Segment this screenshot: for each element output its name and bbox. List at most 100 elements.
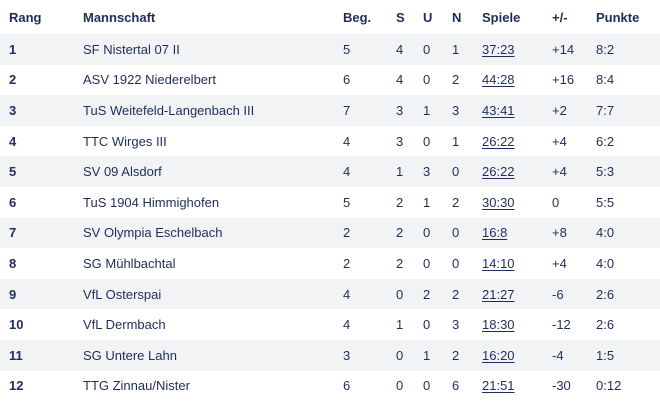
cell-u: 3 xyxy=(423,156,452,187)
cell-punkte: 5:3 xyxy=(596,156,660,187)
spiele-link[interactable]: 16:8 xyxy=(482,225,508,241)
cell-beg: 5 xyxy=(343,186,396,218)
cell-rang: 12 xyxy=(0,370,83,402)
spiele-link[interactable]: 21:51 xyxy=(482,378,515,394)
cell-diff: 0 xyxy=(552,186,596,218)
spiele-link[interactable]: 43:41 xyxy=(482,102,515,118)
cell-team: VfL Dermbach xyxy=(83,309,343,340)
spiele-link[interactable]: 37:23 xyxy=(482,41,515,57)
cell-diff: +8 xyxy=(552,217,596,249)
table-row: 2 ASV 1922 Niederelbert 6 4 0 2 44:28 +16 8:4 xyxy=(0,64,660,96)
cell-u: 0 xyxy=(423,248,452,279)
spiele-link[interactable]: 30:30 xyxy=(482,194,515,210)
spiele-link[interactable]: 26:22 xyxy=(482,133,515,149)
cell-punkte: 6:2 xyxy=(596,125,660,157)
spiele-link[interactable]: 18:30 xyxy=(482,317,515,333)
cell-spiele: 16:8 xyxy=(482,217,552,249)
header-beg: Beg. xyxy=(343,9,372,25)
cell-beg: 2 xyxy=(343,248,396,279)
spiele-link[interactable]: 16:20 xyxy=(482,347,515,363)
cell-n: 2 xyxy=(452,278,482,310)
spiele-link[interactable]: 44:28 xyxy=(482,72,515,88)
cell-team: TTG Zinnau/Nister xyxy=(83,370,343,402)
cell-s: 1 xyxy=(396,156,423,187)
table-row: 8 SG Mühlbachtal 2 2 0 0 14:10 +4 4:0 xyxy=(0,248,660,279)
cell-u: 1 xyxy=(423,339,452,371)
cell-s: 2 xyxy=(396,248,423,279)
cell-beg: 4 xyxy=(343,278,396,310)
header-u: U xyxy=(423,9,433,25)
cell-n: 0 xyxy=(452,248,482,279)
cell-diff: +4 xyxy=(552,156,596,187)
cell-spiele: 30:30 xyxy=(482,186,552,218)
cell-spiele: 18:30 xyxy=(482,309,552,340)
cell-beg: 7 xyxy=(343,95,396,126)
cell-n: 1 xyxy=(452,34,482,65)
cell-s: 0 xyxy=(396,278,423,310)
table-row: 5 SV 09 Alsdorf 4 1 3 0 26:22 +4 5:3 xyxy=(0,156,660,187)
cell-punkte: 5:5 xyxy=(596,186,660,218)
cell-s: 0 xyxy=(396,339,423,371)
header-punkte: Punkte xyxy=(596,9,640,25)
cell-rang: 10 xyxy=(0,309,83,340)
cell-u: 1 xyxy=(423,186,452,218)
cell-n: 2 xyxy=(452,186,482,218)
standings-table: Rang Mannschaft Beg. S U N Spiele +/- Pu… xyxy=(0,0,660,402)
cell-rang: 6 xyxy=(0,186,83,218)
cell-team: TuS Weitefeld-Langenbach III xyxy=(83,95,343,126)
header-n: N xyxy=(452,9,462,25)
cell-diff: +2 xyxy=(552,95,596,126)
cell-beg: 4 xyxy=(343,156,396,187)
cell-u: 0 xyxy=(423,34,452,65)
table-row: 7 SV Olympia Eschelbach 2 2 0 0 16:8 +8 4:0 xyxy=(0,217,660,249)
cell-team: SG Mühlbachtal xyxy=(83,248,343,279)
cell-team: TTC Wirges III xyxy=(83,125,343,157)
header-mannschaft: Mannschaft xyxy=(83,9,156,25)
cell-rang: 11 xyxy=(0,339,83,371)
cell-beg: 6 xyxy=(343,64,396,96)
cell-punkte: 0:12 xyxy=(596,370,660,402)
cell-spiele: 21:27 xyxy=(482,278,552,310)
cell-u: 1 xyxy=(423,95,452,126)
cell-s: 1 xyxy=(396,309,423,340)
cell-rang: 5 xyxy=(0,156,83,187)
spiele-link[interactable]: 26:22 xyxy=(482,164,515,180)
header-rang: Rang xyxy=(9,9,42,25)
cell-u: 2 xyxy=(423,278,452,310)
cell-u: 0 xyxy=(423,309,452,340)
cell-diff: +16 xyxy=(552,64,596,96)
cell-s: 0 xyxy=(396,370,423,402)
table-body: 1 SF Nistertal 07 II 5 4 0 1 37:23 +14 8:2 2 ASV 1… xyxy=(0,34,660,402)
cell-diff: -30 xyxy=(552,370,596,402)
cell-team: ASV 1922 Niederelbert xyxy=(83,64,343,96)
cell-spiele: 16:20 xyxy=(482,339,552,371)
cell-n: 0 xyxy=(452,156,482,187)
cell-beg: 4 xyxy=(343,125,396,157)
table-row: 3 TuS Weitefeld-Langenbach III 7 3 1 3 43:41 +2… xyxy=(0,95,660,126)
cell-team: SV Olympia Eschelbach xyxy=(83,217,343,249)
cell-team: VfL Osterspai xyxy=(83,278,343,310)
table-row: 1 SF Nistertal 07 II 5 4 0 1 37:23 +14 8:2 xyxy=(0,34,660,65)
cell-beg: 6 xyxy=(343,370,396,402)
cell-team: SV 09 Alsdorf xyxy=(83,156,343,187)
cell-rang: 8 xyxy=(0,248,83,279)
spiele-link[interactable]: 14:10 xyxy=(482,255,515,271)
cell-diff: -12 xyxy=(552,309,596,340)
cell-u: 0 xyxy=(423,370,452,402)
cell-diff: +14 xyxy=(552,34,596,65)
cell-u: 0 xyxy=(423,64,452,96)
cell-n: 1 xyxy=(452,125,482,157)
cell-spiele: 26:22 xyxy=(482,156,552,187)
spiele-link[interactable]: 21:27 xyxy=(482,286,515,302)
header-row: Rang Mannschaft Beg. S U N Spiele +/- Pu… xyxy=(0,0,660,34)
cell-spiele: 21:51 xyxy=(482,370,552,402)
cell-beg: 4 xyxy=(343,309,396,340)
cell-punkte: 4:0 xyxy=(596,217,660,249)
cell-s: 3 xyxy=(396,125,423,157)
cell-beg: 5 xyxy=(343,34,396,65)
cell-spiele: 37:23 xyxy=(482,34,552,65)
cell-rang: 1 xyxy=(0,34,83,65)
cell-s: 2 xyxy=(396,186,423,218)
cell-team: SF Nistertal 07 II xyxy=(83,34,343,65)
cell-n: 3 xyxy=(452,309,482,340)
